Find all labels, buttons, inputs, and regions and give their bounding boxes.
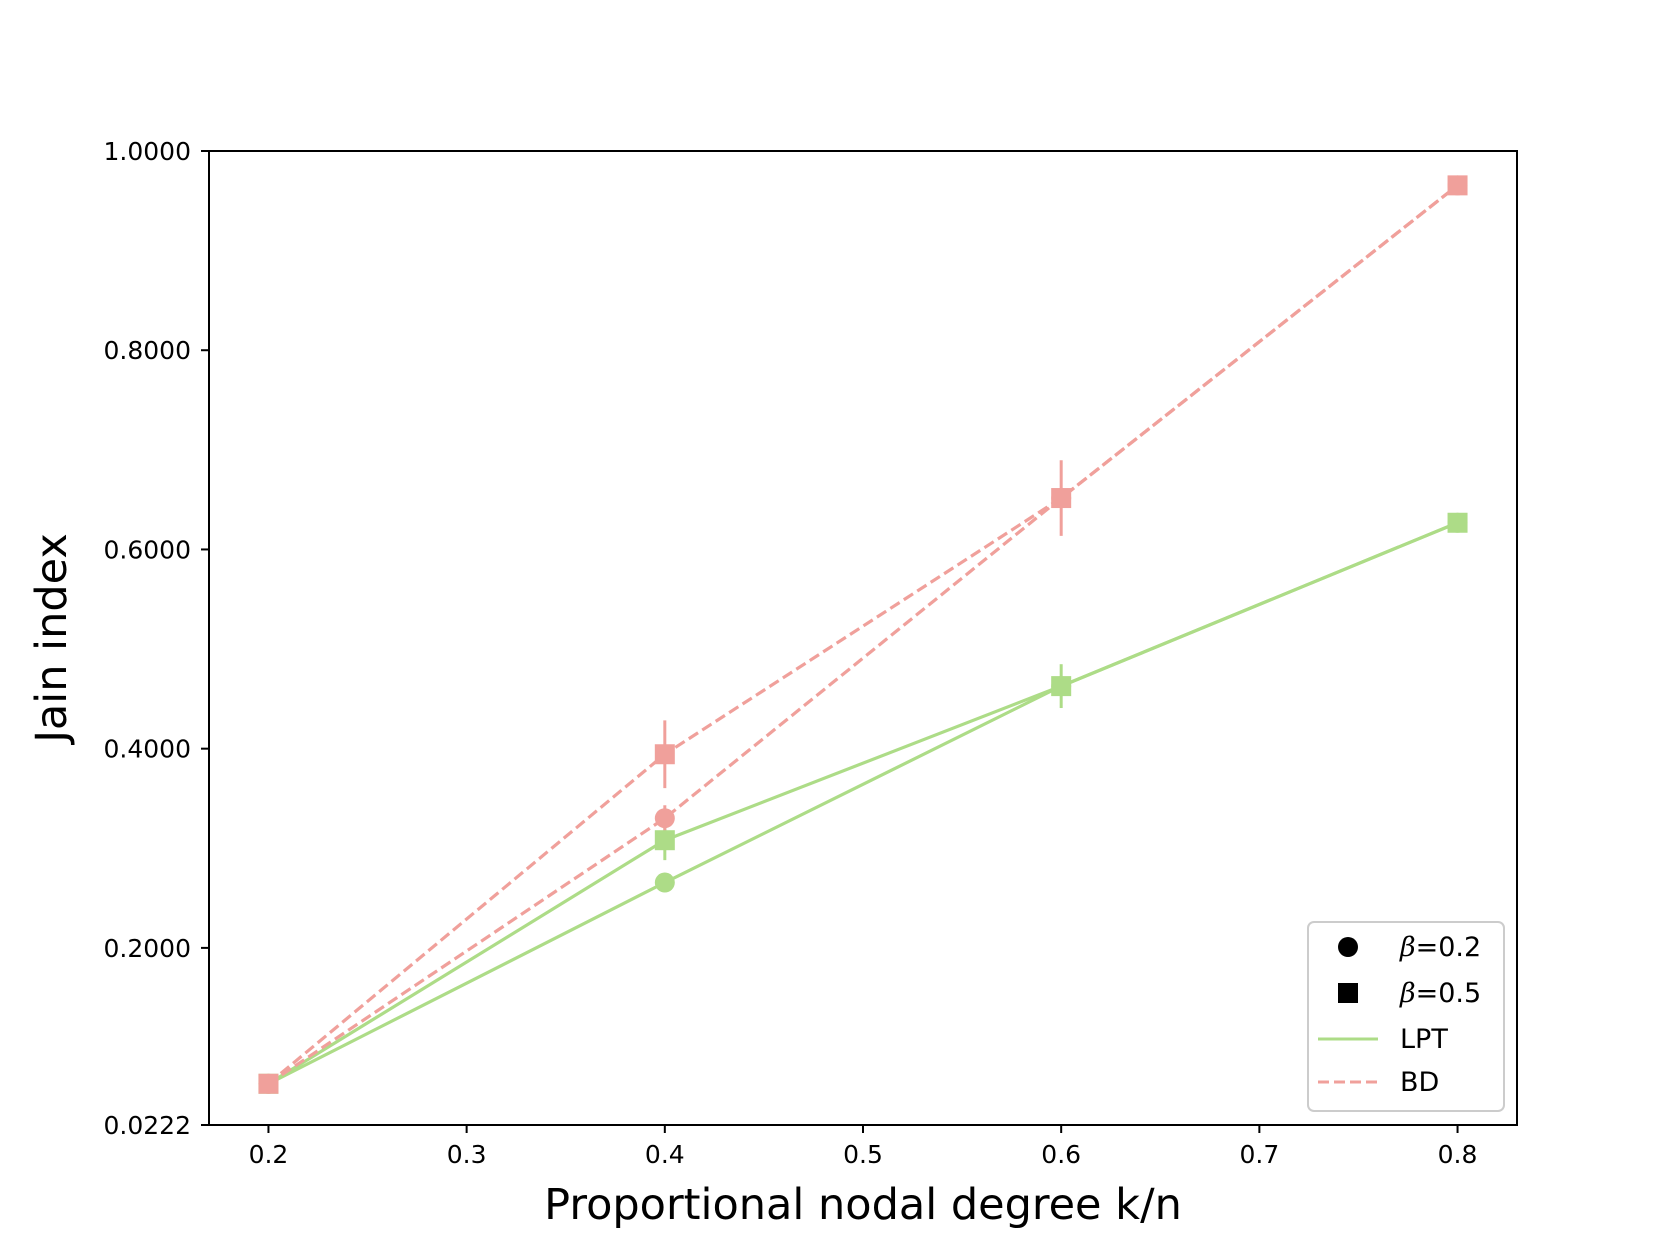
y-tick-label: 0.0222 [104,1111,191,1140]
y-axis: 0.0222 0.2000 0.4000 0.6000 0.8000 1.0000 [104,137,209,1140]
series-layer [258,175,1468,1094]
data-point-bd-beta-05 [1447,175,1468,196]
legend: β=0.2 β=0.5 LPT BD [1307,921,1505,1112]
y-axis-title: Jain index [27,533,77,746]
legend-marker-circle [1338,937,1358,957]
legend-label-lpt: LPT [1400,1024,1448,1055]
data-point-bd-beta-05 [654,744,675,765]
data-point-bd-beta-02 [654,808,675,829]
data-point-lpt-beta-05 [654,830,675,851]
legend-symbol-beta: β [1399,932,1416,963]
series-line-bd-beta-05 [267,184,1459,1085]
data-point-bd-beta-05 [1051,488,1072,509]
data-point-lpt-beta-05 [1447,512,1468,533]
x-tick-label: 0.7 [1239,1140,1279,1169]
x-tick-label: 0.5 [843,1140,883,1169]
y-tick-label: 0.2000 [104,934,191,963]
legend-marker-square [1338,983,1358,1003]
legend-value-beta-02: =0.2 [1416,932,1482,963]
legend-symbol-beta: β [1399,978,1416,1009]
y-tick-label: 1.0000 [104,137,191,166]
legend-label-bd: BD [1400,1067,1439,1098]
y-tick-label: 0.8000 [104,336,191,365]
data-point-bd-beta-05 [258,1073,279,1094]
series-line-lpt-beta-05 [267,521,1459,1086]
x-tick-label: 0.2 [249,1140,289,1169]
data-point-lpt-beta-02 [654,872,675,893]
x-tick-label: 0.4 [645,1140,685,1169]
plot-area-background [209,151,1517,1125]
x-tick-label: 0.6 [1041,1140,1081,1169]
legend-label-beta-05: β=0.5 [1399,978,1481,1009]
legend-label-beta-02: β=0.2 [1399,932,1481,963]
x-axis-title: Proportional nodal degree k/n [544,1180,1182,1230]
y-tick-label: 0.6000 [104,535,191,564]
legend-value-beta-05: =0.5 [1416,978,1482,1009]
data-point-lpt-beta-05 [1051,676,1072,697]
y-tick-label: 0.4000 [104,735,191,764]
x-tick-label: 0.8 [1438,1140,1478,1169]
x-tick-label: 0.3 [447,1140,487,1169]
x-axis: 0.2 0.3 0.4 0.5 0.6 0.7 0.8 [249,1125,1478,1169]
legend-frame [1307,921,1505,1112]
